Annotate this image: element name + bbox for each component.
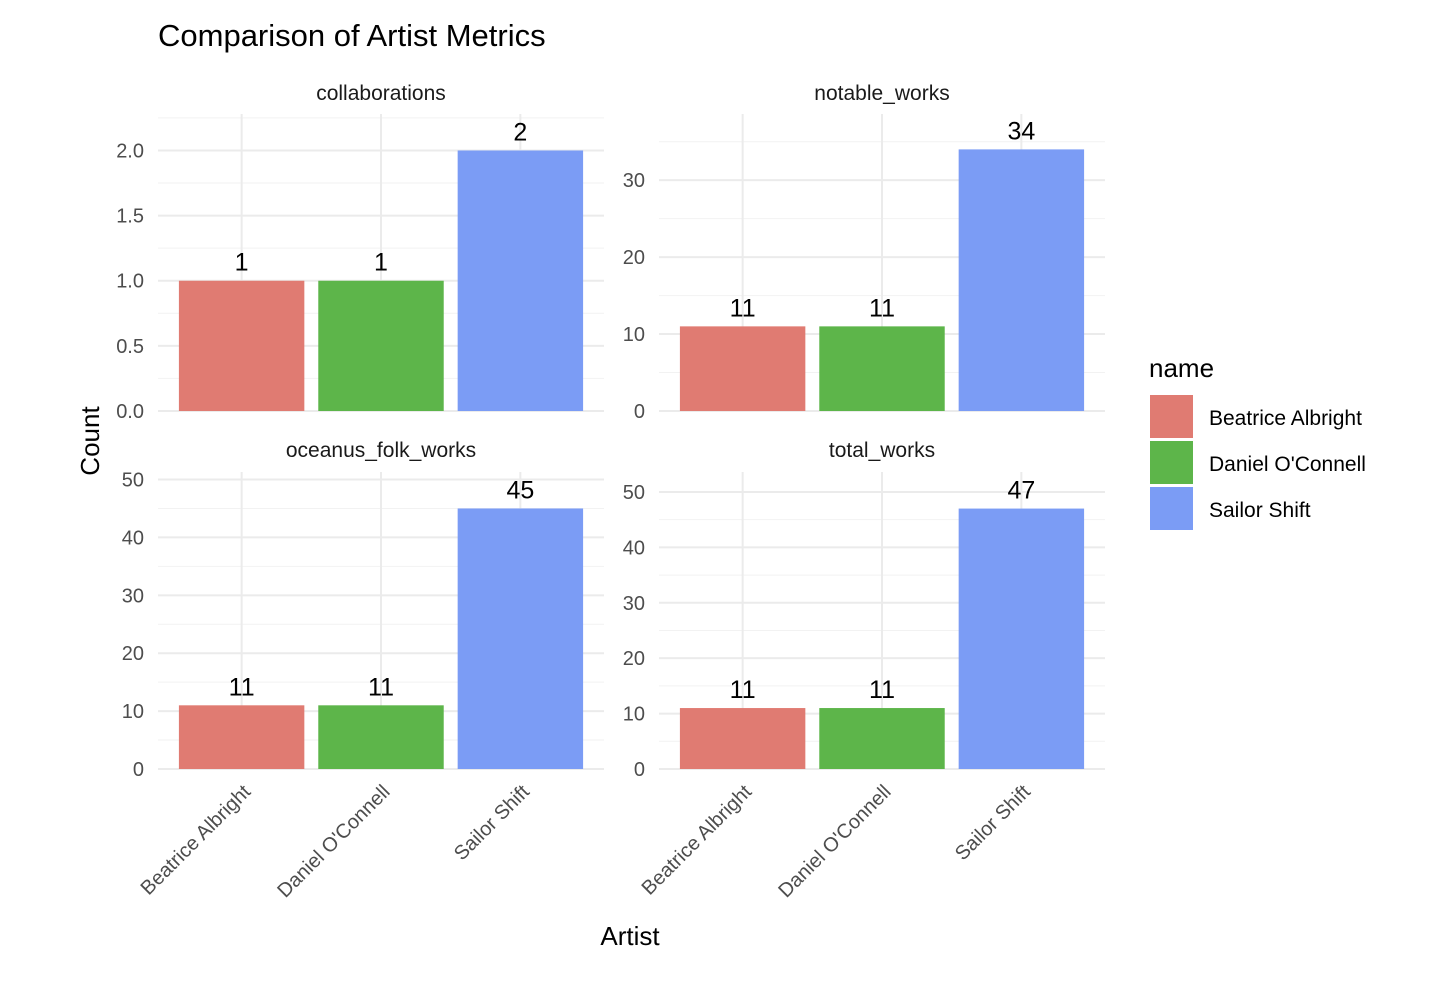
- bar-value-label: 11: [869, 676, 895, 704]
- x-tick-label: Daniel O'Connell: [774, 781, 895, 902]
- facet-oceanus_folk_works: oceanus_folk_works 0 10 20 30 40 50 11 11 45 Beatr…: [122, 439, 604, 902]
- legend: name Beatrice Albright Daniel O'Connell Sa…: [1149, 353, 1366, 530]
- bar-collaborations-2: [457, 150, 584, 411]
- y-tick-label: 0: [634, 401, 645, 423]
- y-tick-label: 1.0: [116, 271, 144, 293]
- bar-total_works-1: [819, 708, 945, 769]
- bar-notable_works-0: [679, 326, 806, 411]
- facet-strip-label: collaborations: [316, 82, 446, 105]
- y-tick-label: 20: [122, 643, 144, 665]
- legend-title: name: [1149, 353, 1214, 383]
- legend-label: Sailor Shift: [1209, 499, 1311, 522]
- y-tick-label: 40: [122, 527, 144, 549]
- x-axis-title: Artist: [600, 921, 660, 951]
- bar-value-label: 45: [506, 476, 534, 504]
- y-tick-label: 0.0: [116, 401, 144, 423]
- y-tick-label: 30: [122, 585, 144, 607]
- y-tick-label: 10: [623, 324, 645, 346]
- bar-value-label: 1: [374, 249, 388, 277]
- legend-key-0: [1150, 395, 1193, 438]
- bar-value-label: 1: [235, 249, 249, 277]
- bar-value-label: 11: [229, 673, 255, 701]
- legend-key-1: [1150, 441, 1193, 484]
- y-axis-title: Count: [75, 406, 105, 476]
- legend-label: Beatrice Albright: [1209, 407, 1362, 430]
- bar-value-label: 11: [730, 294, 756, 322]
- bar-total_works-0: [679, 708, 806, 769]
- y-tick-label: 2.0: [116, 140, 144, 162]
- y-tick-label: 30: [623, 170, 645, 192]
- x-tick-label: Daniel O'Connell: [273, 781, 394, 902]
- bar-value-label: 2: [513, 118, 527, 146]
- facet-collaborations: collaborations 0.0 0.5 1.0 1.5 2.0 1 1 2: [116, 82, 604, 423]
- bar-collaborations-0: [178, 280, 305, 411]
- y-tick-label: 10: [623, 704, 645, 726]
- y-tick-label: 1.5: [116, 206, 144, 228]
- y-tick-label: 50: [623, 482, 645, 504]
- chart-title: Comparison of Artist Metrics: [158, 18, 546, 53]
- legend-label: Daniel O'Connell: [1209, 453, 1366, 476]
- x-tick-label: Sailor Shift: [450, 781, 534, 865]
- bar-notable_works-1: [819, 326, 945, 411]
- bar-value-label: 47: [1007, 477, 1035, 505]
- x-tick-label: Beatrice Albright: [137, 781, 256, 900]
- y-tick-label: 10: [122, 701, 144, 723]
- y-tick-label: 0: [634, 759, 645, 781]
- y-tick-label: 40: [623, 537, 645, 559]
- bar-total_works-2: [958, 508, 1085, 769]
- bar-notable_works-2: [958, 149, 1085, 411]
- bar-value-label: 11: [730, 676, 756, 704]
- y-tick-label: 0: [133, 759, 144, 781]
- bar-oceanus_folk_works-0: [178, 705, 305, 769]
- bar-value-label: 11: [869, 294, 895, 322]
- facet-notable_works: notable_works 0 10 20 30 11 11 34: [623, 82, 1105, 423]
- y-tick-label: 50: [122, 470, 144, 492]
- facet-total_works: total_works 0 10 20 30 40 50 11 11 47 Beatrice Alb…: [623, 439, 1105, 902]
- y-tick-label: 20: [623, 648, 645, 670]
- x-tick-label: Sailor Shift: [951, 781, 1035, 865]
- bar-oceanus_folk_works-1: [318, 705, 444, 769]
- y-tick-label: 0.5: [116, 336, 144, 358]
- facet-strip-label: notable_works: [814, 82, 949, 105]
- x-tick-label: Beatrice Albright: [638, 781, 757, 900]
- legend-key-2: [1150, 487, 1193, 530]
- facet-strip-label: total_works: [829, 439, 935, 462]
- bar-value-label: 11: [368, 673, 394, 701]
- y-tick-label: 30: [623, 593, 645, 615]
- y-tick-label: 20: [623, 247, 645, 269]
- facet-strip-label: oceanus_folk_works: [286, 439, 476, 462]
- bar-collaborations-1: [318, 280, 444, 411]
- bar-oceanus_folk_works-2: [457, 508, 584, 769]
- bar-value-label: 34: [1007, 117, 1035, 145]
